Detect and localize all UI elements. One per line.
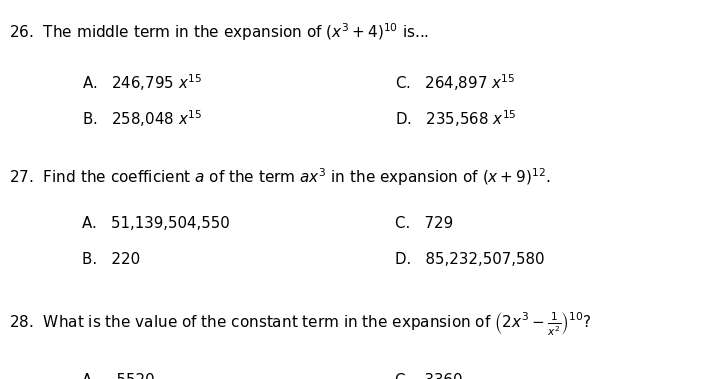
Text: A.   -5520: A. -5520 bbox=[82, 373, 154, 379]
Text: D.   85,232,507,580: D. 85,232,507,580 bbox=[395, 252, 544, 267]
Text: C.   3360: C. 3360 bbox=[395, 373, 462, 379]
Text: D.   235,568 $x^{15}$: D. 235,568 $x^{15}$ bbox=[395, 108, 516, 129]
Text: A.   246,795 $x^{15}$: A. 246,795 $x^{15}$ bbox=[82, 72, 202, 93]
Text: C.   264,897 $x^{15}$: C. 264,897 $x^{15}$ bbox=[395, 72, 515, 93]
Text: 26.  The middle term in the expansion of $(x^3+4)^{10}$ is...: 26. The middle term in the expansion of … bbox=[9, 21, 429, 42]
Text: C.   729: C. 729 bbox=[395, 216, 453, 231]
Text: A.   51,139,504,550: A. 51,139,504,550 bbox=[82, 216, 230, 231]
Text: B.   220: B. 220 bbox=[82, 252, 140, 267]
Text: B.   258,048 $x^{15}$: B. 258,048 $x^{15}$ bbox=[82, 108, 202, 129]
Text: 27.  Find the coefficient $a$ of the term $ax^3$ in the expansion of $(x+9)^{12}: 27. Find the coefficient $a$ of the term… bbox=[9, 167, 550, 188]
Text: 28.  What is the value of the constant term in the expansion of $\left(2x^3 - \f: 28. What is the value of the constant te… bbox=[9, 311, 591, 338]
